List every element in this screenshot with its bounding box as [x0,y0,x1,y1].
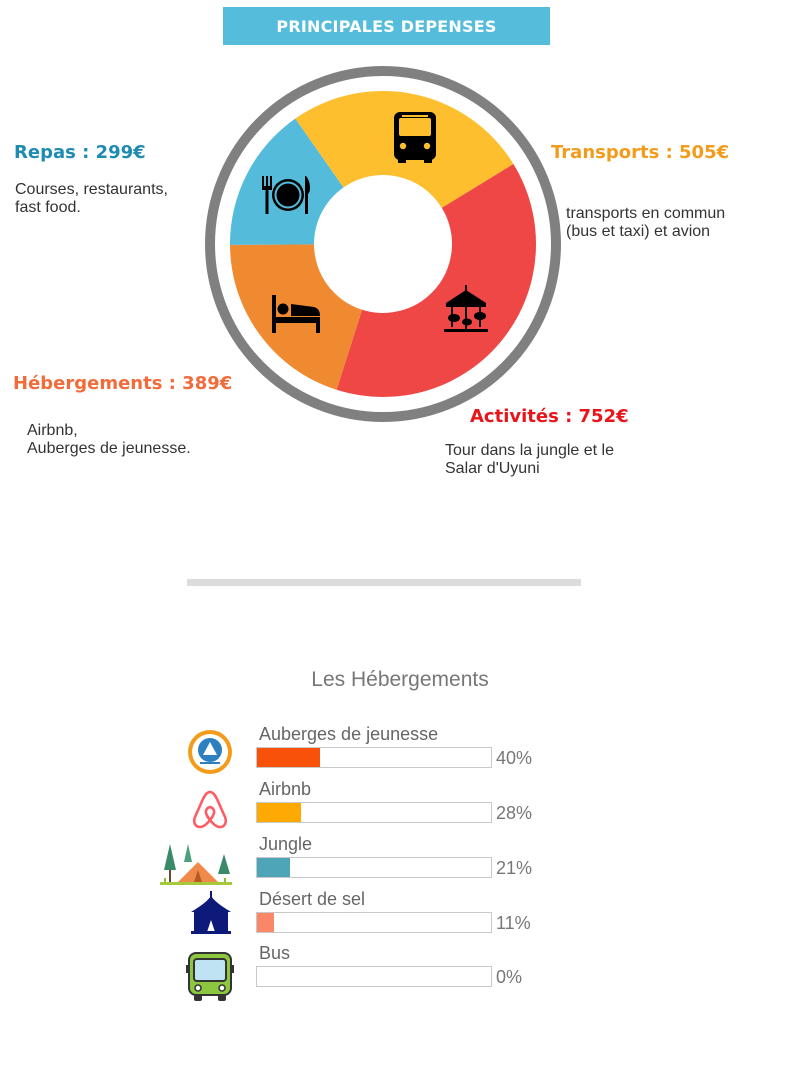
bar-fill [257,913,275,932]
bar-track [256,966,492,987]
bar-value-label: 28% [496,803,533,823]
repas-description: Courses, restaurants, fast food. [15,181,168,216]
bar-track [256,802,492,823]
transports-description: transports en commun (bus et taxi) et av… [566,205,726,240]
bar-track [256,857,492,878]
bar-label: Auberges de jeunesse [259,724,439,744]
bed-icon [272,295,320,333]
bar-value-label: 21% [496,858,533,878]
slice-activites [336,163,536,397]
activites-title: Activités : 752€ [470,406,629,427]
bar-label: Désert de sel [259,889,366,909]
bar-fill [257,748,320,767]
bar-fill [257,858,290,877]
donut-outer-ring [205,66,561,422]
bar-label: Jungle [259,834,313,854]
hebergements-title: Hébergements : 389€ [13,373,233,394]
bar-value-label: 40% [496,748,533,768]
bar-track [256,747,492,768]
bar-value-label: 0% [496,967,523,987]
hostelling-icon [188,730,232,774]
expenses-donut-chart [205,66,561,422]
repas-title: Repas : 299€ [14,142,146,163]
bar-label: Bus [259,943,291,963]
airbnb-icon [192,790,228,829]
bar-value-label: 11% [496,913,531,933]
transports-title: Transports : 505€ [551,142,730,163]
bus-front-icon [186,952,234,1001]
tent-icon [160,844,232,885]
bus-icon [394,112,436,163]
bar-fill [257,803,301,822]
carousel-icon [444,285,488,332]
accommodation-chart-title: Les Hébergements [311,668,489,691]
dinner-plate-icon [262,176,311,214]
circus-tent-icon [191,891,231,934]
bar-label: Airbnb [259,779,312,799]
section-divider [187,579,581,586]
hebergements-description: Airbnb, Auberges de jeunesse. [27,422,191,457]
bar-track [256,912,492,933]
activites-description: Tour dans la jungle et le Salar d'Uyuni [445,442,614,477]
chart-title-banner: PRINCIPALES DEPENSES [223,7,550,45]
